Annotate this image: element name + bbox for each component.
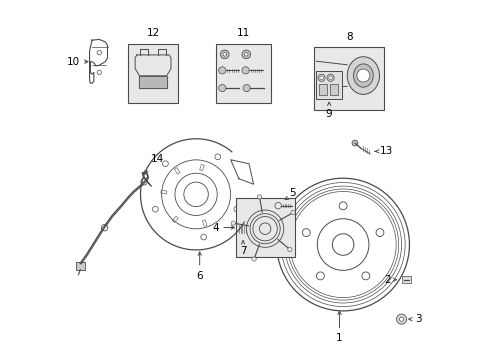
Text: 9: 9 bbox=[325, 109, 332, 120]
Circle shape bbox=[218, 85, 225, 92]
Bar bbox=[314, 47, 384, 110]
Circle shape bbox=[328, 76, 332, 80]
Circle shape bbox=[243, 85, 250, 92]
Text: 4: 4 bbox=[212, 222, 219, 233]
Circle shape bbox=[356, 69, 369, 82]
Circle shape bbox=[244, 53, 247, 56]
Text: 1: 1 bbox=[336, 333, 342, 343]
Polygon shape bbox=[139, 76, 166, 88]
Text: 14: 14 bbox=[150, 154, 163, 164]
Bar bbox=[402, 276, 410, 283]
Circle shape bbox=[141, 179, 147, 185]
Text: 6: 6 bbox=[196, 271, 203, 281]
Circle shape bbox=[257, 195, 261, 199]
Circle shape bbox=[290, 210, 295, 215]
Text: 10: 10 bbox=[66, 57, 80, 67]
Text: 7: 7 bbox=[239, 246, 246, 256]
Bar bbox=[316, 71, 341, 99]
Circle shape bbox=[326, 74, 333, 81]
Text: 2: 2 bbox=[383, 275, 389, 285]
Circle shape bbox=[319, 76, 323, 80]
Text: 12: 12 bbox=[146, 28, 160, 39]
Circle shape bbox=[242, 67, 249, 74]
Circle shape bbox=[242, 50, 250, 59]
Circle shape bbox=[287, 247, 291, 252]
Ellipse shape bbox=[353, 64, 372, 87]
Circle shape bbox=[399, 317, 403, 321]
Circle shape bbox=[251, 257, 256, 261]
Circle shape bbox=[220, 50, 228, 59]
Circle shape bbox=[317, 74, 325, 81]
Circle shape bbox=[101, 225, 108, 231]
Text: 3: 3 bbox=[414, 314, 421, 324]
Circle shape bbox=[223, 53, 226, 56]
Bar bbox=[128, 44, 178, 103]
Circle shape bbox=[231, 221, 235, 225]
Circle shape bbox=[396, 314, 406, 324]
Bar bbox=[199, 164, 204, 171]
Bar bbox=[172, 216, 178, 222]
Bar bbox=[319, 84, 326, 95]
Ellipse shape bbox=[346, 57, 379, 94]
Bar bbox=[202, 220, 206, 226]
Bar bbox=[174, 168, 180, 174]
Bar bbox=[236, 225, 249, 233]
Bar bbox=[215, 44, 271, 103]
Circle shape bbox=[274, 202, 281, 209]
Circle shape bbox=[351, 140, 357, 146]
Text: 11: 11 bbox=[237, 28, 250, 39]
Bar bbox=[161, 190, 166, 194]
Text: 5: 5 bbox=[289, 188, 295, 198]
Circle shape bbox=[218, 67, 225, 74]
Bar bbox=[329, 84, 337, 95]
Bar bbox=[235, 198, 294, 257]
Text: 8: 8 bbox=[346, 32, 352, 42]
Bar bbox=[76, 262, 84, 270]
Text: 13: 13 bbox=[379, 146, 392, 156]
